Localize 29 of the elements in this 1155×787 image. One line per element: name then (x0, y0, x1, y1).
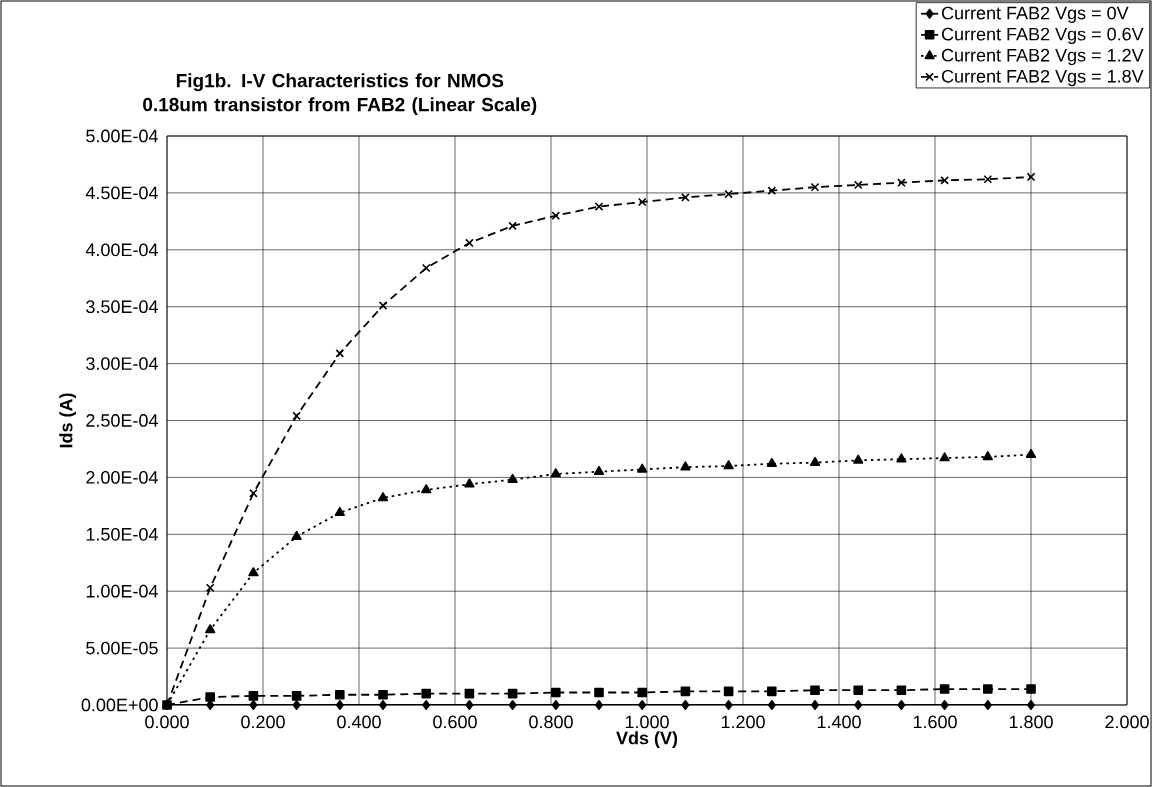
x-tick-label: 1.800 (1009, 715, 1053, 729)
y-tick-label: 1.00E-04 (86, 584, 158, 598)
legend-label: Current FAB2 Vgs = 1.8V (941, 69, 1144, 87)
x-tick-label: 1.400 (817, 715, 861, 729)
y-tick-label: 4.50E-04 (85, 186, 158, 200)
x-tick-label: 1.000 (625, 715, 669, 729)
y-tick-label: 5.00E-04 (86, 129, 158, 143)
y-tick-label: 3.00E-04 (86, 357, 158, 370)
y-tick-label: 1.50E-04 (86, 527, 158, 541)
x-tick-label: 2.000 (1105, 715, 1149, 729)
y-tick-label: 4.00E-04 (85, 243, 158, 257)
x-tick-label: 0.800 (529, 715, 573, 729)
x-axis-title: Vds (V) (616, 731, 678, 748)
chart-title: Fig1b. I-V Characteristics for NMOS 0.18um transistor from FAB2 (Linear Scale) (143, 73, 537, 116)
y-tick-label: 2.50E-04 (86, 414, 158, 427)
y-tick-label: 2.00E-04 (86, 471, 158, 484)
legend-label: Current FAB2 Vgs = 0.6V (941, 27, 1144, 45)
y-axis-title: Ids (A) (59, 393, 77, 448)
y-tick-label: 5.00E-05 (86, 641, 158, 655)
legend-label: Current FAB2 Vgs = 0V (941, 6, 1129, 23)
y-tick-label: 3.50E-04 (86, 300, 158, 314)
x-tick-label: 0.000 (145, 715, 189, 729)
x-tick-label: 0.400 (337, 715, 381, 729)
x-tick-label: 0.600 (433, 715, 477, 729)
x-tick-label: 1.600 (913, 715, 957, 729)
x-tick-label: 1.200 (721, 715, 765, 729)
x-tick-label: 0.200 (241, 715, 285, 729)
legend-label: Current FAB2 Vgs = 1.2V (941, 48, 1144, 66)
y-tick-label: 0.00E+00 (81, 698, 158, 712)
